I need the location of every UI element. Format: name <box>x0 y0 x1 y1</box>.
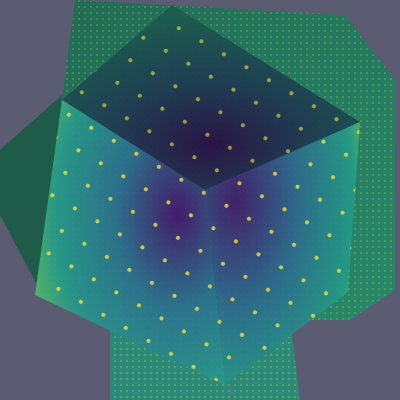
left-face-peaks <box>35 100 225 385</box>
right-face-peaks <box>205 122 360 385</box>
top-face-peaks <box>62 5 360 190</box>
